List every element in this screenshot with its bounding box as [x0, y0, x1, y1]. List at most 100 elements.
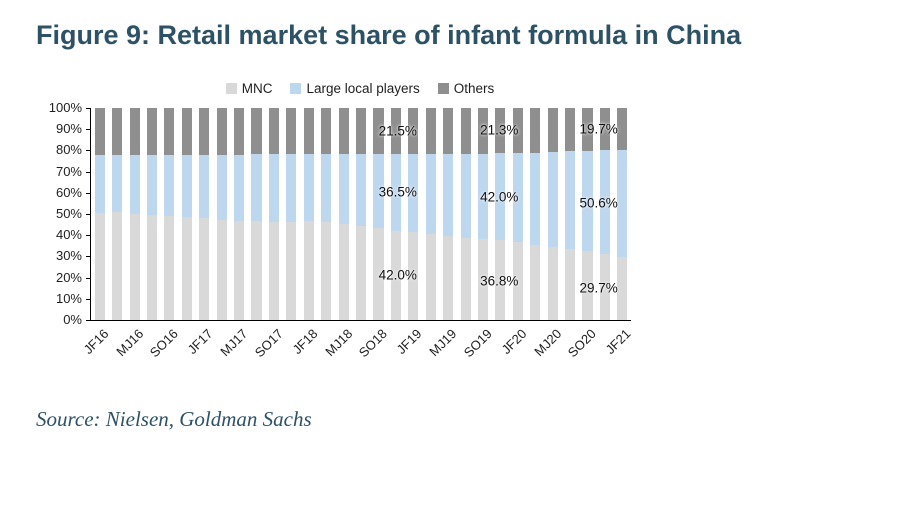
segment-large-local-players: [181, 154, 192, 218]
segment-mnc: [251, 221, 262, 320]
segment-large-local-players: [268, 153, 279, 223]
y-axis-label: 100%: [48, 100, 82, 115]
legend-item-mnc: MNC: [225, 81, 272, 96]
segment-large-local-players: [495, 153, 506, 241]
x-axis-label: JF18: [289, 326, 321, 358]
segment-large-local-players: [303, 153, 314, 222]
bar-slot: [248, 108, 265, 320]
segment-mnc: [129, 213, 140, 320]
bar-slot: [283, 108, 300, 320]
y-axis-tick: [86, 235, 90, 237]
legend-swatch-others: [437, 82, 449, 94]
segment-others: [547, 108, 558, 152]
x-axis-label: MJ16: [113, 326, 147, 360]
segment-mnc: [321, 222, 332, 320]
y-axis-tick: [86, 171, 90, 173]
bar-ma16: [112, 108, 123, 320]
segment-large-local-players: [251, 153, 262, 222]
y-axis-tick: [86, 150, 90, 152]
data-label-mnc: 42.0%: [378, 267, 417, 283]
segment-mnc: [146, 215, 158, 320]
bar-jf19: [408, 108, 419, 320]
segment-large-local-players: [408, 153, 419, 233]
segment-others: [199, 108, 210, 155]
bar-slot: [509, 108, 526, 320]
bar-slot: [614, 108, 631, 320]
bar-so16: [164, 108, 175, 320]
y-axis-label: 80%: [55, 142, 82, 158]
segment-large-local-players: [512, 152, 523, 242]
segment-mnc: [164, 216, 175, 320]
bar-ma20: [530, 108, 541, 320]
segment-mnc: [373, 227, 384, 320]
segment-mnc: [425, 234, 436, 320]
segment-large-local-players: [199, 154, 210, 219]
bar-slot: [544, 108, 561, 320]
bar-slot: [492, 108, 509, 320]
x-axis-label: MJ19: [426, 326, 460, 360]
segment-others: [234, 108, 245, 155]
segment-mnc: [599, 254, 610, 320]
bar-ja17: [251, 108, 262, 320]
segment-others: [129, 108, 140, 155]
x-axis-label: MJ20: [531, 326, 565, 360]
bar-ja19: [460, 108, 471, 320]
segment-large-local-players: [355, 153, 367, 226]
segment-mnc: [112, 211, 123, 320]
segment-large-local-players: [477, 153, 489, 240]
bar-so20: [582, 108, 593, 320]
x-axis-label: JF21: [602, 326, 634, 358]
x-axis-label: SO20: [564, 326, 600, 361]
segment-others: [617, 108, 628, 150]
segment-mnc: [94, 212, 105, 320]
bar-mj17: [234, 108, 245, 320]
segment-mnc: [477, 239, 489, 320]
x-axis-label: JF17: [184, 326, 216, 358]
y-axis-label: 30%: [55, 248, 82, 264]
bar-jf17: [199, 108, 210, 320]
segment-large-local-players: [321, 153, 332, 223]
figure-title: Figure 9: Retail market share of infant …: [36, 20, 742, 50]
bar-ja16: [146, 108, 158, 320]
segment-others: [443, 108, 454, 154]
bar-slot: [196, 108, 213, 320]
bar-slot: [300, 108, 317, 320]
segment-others: [425, 108, 436, 154]
segment-mnc: [286, 222, 297, 320]
bar-jf20: [512, 108, 523, 320]
y-axis-tick: [86, 298, 90, 300]
bar-slot: [335, 108, 352, 320]
y-axis-tick: [86, 277, 90, 279]
segment-mnc: [547, 246, 558, 320]
segment-others: [112, 108, 123, 155]
segment-others: [286, 108, 297, 154]
data-label-others: 21.3%: [480, 122, 519, 138]
data-label-mnc: 36.8%: [480, 273, 519, 289]
bar-slot: [265, 108, 282, 320]
y-axis-label: 0%: [63, 312, 82, 327]
segment-others: [408, 108, 419, 154]
x-axis-label: MJ18: [322, 326, 356, 360]
bar-slot: [370, 108, 387, 320]
bar-jf21: [617, 108, 628, 320]
legend-swatch-large-local-players: [290, 82, 302, 94]
segment-large-local-players: [146, 154, 158, 216]
stacked-bar-chart: MNC Large local players Others 100% 90% 80% 7…: [40, 78, 640, 373]
bar-slot: [143, 108, 160, 320]
legend-item-large-local-players: Large local players: [290, 81, 420, 96]
x-axis-label: JF19: [393, 326, 425, 358]
bar-slot: [596, 108, 613, 320]
legend-label: Others: [453, 80, 495, 96]
segment-others: [373, 108, 384, 154]
bar-mj19: [443, 108, 454, 320]
bar-nd17: [286, 108, 297, 320]
bar-slot: [352, 108, 369, 320]
segment-mnc: [216, 220, 227, 320]
bar-nd16: [181, 108, 192, 320]
segment-large-local-players: [373, 153, 384, 228]
bar-slot: [474, 108, 491, 320]
y-axis-label: 90%: [55, 121, 82, 137]
segment-large-local-players: [617, 149, 628, 258]
y-axis-tick: [86, 320, 90, 321]
